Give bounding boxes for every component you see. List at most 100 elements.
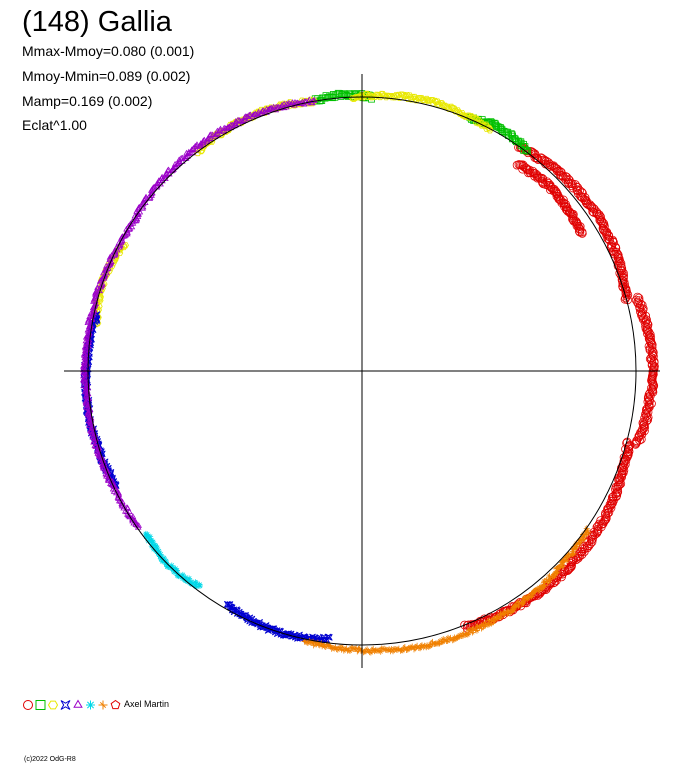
data-point xyxy=(646,336,656,346)
data-point xyxy=(235,608,243,616)
data-point xyxy=(123,227,131,234)
data-point xyxy=(379,91,387,97)
data-point xyxy=(92,443,99,449)
data-point xyxy=(619,462,629,471)
data-point xyxy=(551,164,561,173)
data-point xyxy=(397,91,405,98)
data-point xyxy=(350,96,358,102)
data-point xyxy=(186,575,193,582)
data-point xyxy=(465,112,473,119)
data-point xyxy=(346,647,353,654)
data-point xyxy=(553,189,562,199)
data-point xyxy=(616,261,626,271)
data-point xyxy=(82,399,90,406)
data-point xyxy=(150,538,157,545)
data-point xyxy=(106,253,114,260)
data-point xyxy=(84,408,92,415)
data-point xyxy=(575,227,585,237)
series-circle-points xyxy=(460,142,659,633)
data-point xyxy=(82,386,90,392)
data-point xyxy=(499,128,506,135)
legend xyxy=(23,699,121,710)
data-point xyxy=(153,180,161,187)
data-point xyxy=(82,398,90,404)
data-point xyxy=(242,113,250,119)
data-point xyxy=(263,105,270,112)
data-point xyxy=(102,470,109,477)
data-point xyxy=(425,97,433,104)
data-point xyxy=(258,108,266,114)
data-point xyxy=(633,292,643,302)
data-point xyxy=(197,142,204,148)
data-point xyxy=(578,544,587,554)
data-point xyxy=(483,123,491,130)
data-point xyxy=(418,95,426,102)
data-point xyxy=(168,562,175,569)
data-point xyxy=(449,105,457,112)
data-point xyxy=(86,422,93,428)
data-point xyxy=(613,484,622,494)
stat-mmax-mmoy: Mmax-Mmoy=0.080 (0.001) xyxy=(22,43,195,59)
data-point xyxy=(82,370,90,376)
series-hexagon-points xyxy=(91,90,494,328)
legend-hexagon-icon xyxy=(47,700,59,710)
data-point xyxy=(154,544,161,551)
data-point xyxy=(193,146,200,153)
data-point xyxy=(160,558,167,565)
series-asterisk-points xyxy=(142,530,203,590)
data-point xyxy=(349,95,356,102)
series-triangle-points xyxy=(80,96,318,530)
data-point xyxy=(562,172,572,182)
data-point xyxy=(601,508,610,518)
data-point xyxy=(118,500,125,507)
data-point xyxy=(84,319,92,326)
data-point xyxy=(169,167,176,173)
data-point xyxy=(196,582,203,589)
data-point xyxy=(621,284,631,294)
data-point xyxy=(512,160,522,170)
data-point xyxy=(85,316,92,323)
data-point xyxy=(86,313,93,320)
data-point xyxy=(155,548,162,555)
data-point xyxy=(564,564,574,574)
data-point xyxy=(82,337,90,344)
data-point xyxy=(613,482,623,491)
data-point xyxy=(429,97,437,104)
data-point xyxy=(637,300,647,310)
data-point xyxy=(145,538,152,545)
data-point xyxy=(193,580,200,587)
data-point xyxy=(170,569,177,576)
data-point xyxy=(95,443,102,450)
data-point xyxy=(573,186,582,196)
stat-mamp: Mamp=0.169 (0.002) xyxy=(22,93,153,109)
data-point xyxy=(160,554,167,561)
legend-circle-icon xyxy=(23,700,33,710)
legend-pentagon-icon xyxy=(110,699,121,710)
data-point xyxy=(96,278,104,285)
stat-mmoy-mmin: Mmoy-Mmin=0.089 (0.002) xyxy=(22,68,191,84)
legend-square-icon xyxy=(35,700,46,710)
data-point xyxy=(189,581,196,588)
data-point xyxy=(144,531,151,538)
data-point xyxy=(634,293,644,303)
data-point xyxy=(106,261,113,268)
legend-triangle-icon xyxy=(73,699,83,708)
series-star-points xyxy=(80,311,333,644)
data-point xyxy=(120,503,128,509)
data-points xyxy=(80,89,659,656)
data-point xyxy=(82,371,90,378)
data-point xyxy=(509,132,516,140)
data-point xyxy=(87,310,95,316)
data-point xyxy=(471,114,479,121)
data-point xyxy=(622,438,632,448)
data-point xyxy=(284,101,292,107)
data-point xyxy=(322,92,330,100)
data-point xyxy=(574,226,584,236)
data-point xyxy=(623,442,633,452)
data-point xyxy=(641,409,650,419)
data-point xyxy=(565,563,575,573)
copyright-text: (c)2022 OdG-R8 xyxy=(24,756,76,763)
data-point xyxy=(564,175,574,185)
data-point xyxy=(122,242,129,249)
